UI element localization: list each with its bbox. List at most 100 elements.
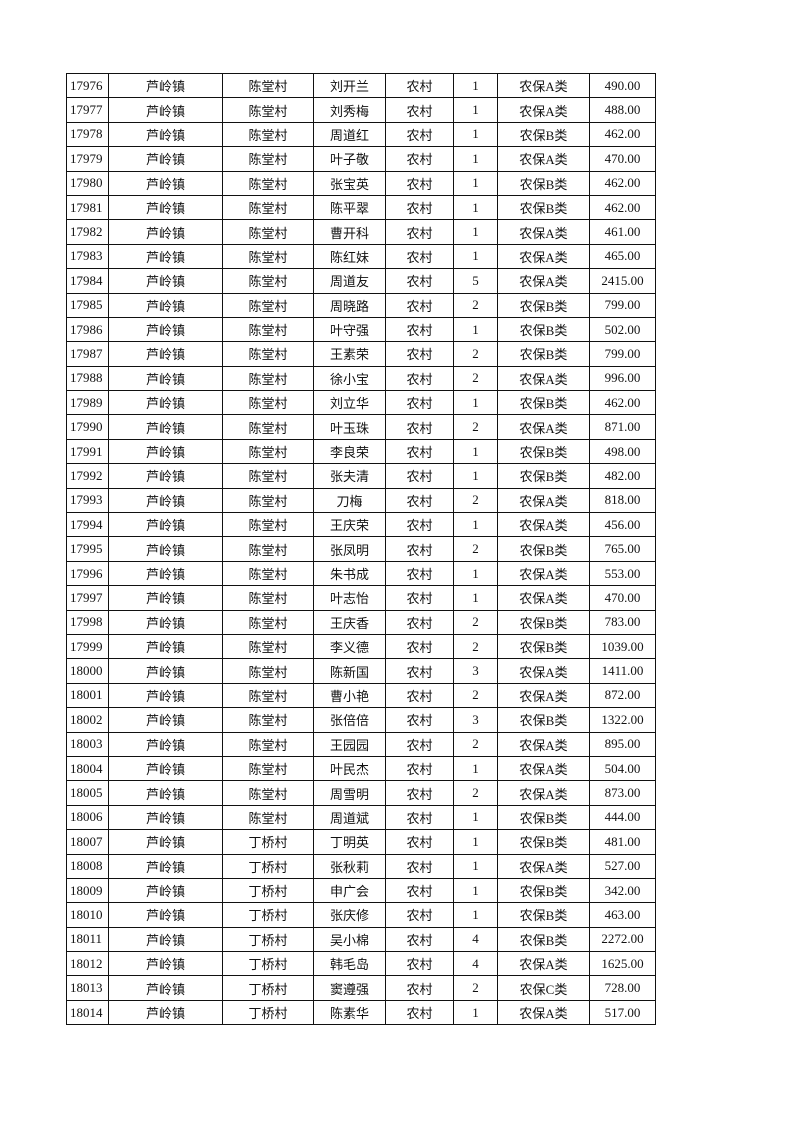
amount-cell: 482.00 [589, 463, 656, 489]
amount-cell: 462.00 [589, 390, 656, 416]
row-id-cell: 17989 [66, 390, 109, 416]
table-row: 18002 芦岭镇 陈堂村 张倍倍 农村 3 农保B类 1322.00 [66, 707, 656, 733]
town-cell: 芦岭镇 [108, 633, 223, 660]
table-row: 18010 芦岭镇 丁桥村 张庆修 农村 1 农保B类 463.00 [66, 902, 656, 928]
table-row: 17982 芦岭镇 陈堂村 曹开科 农村 1 农保A类 461.00 [66, 219, 656, 245]
insurance-category-cell: 农保B类 [497, 902, 590, 928]
table-row: 17984 芦岭镇 陈堂村 周道友 农村 5 农保A类 2415.00 [66, 268, 656, 294]
village-cell: 丁桥村 [222, 999, 314, 1026]
village-cell: 陈堂村 [222, 731, 314, 757]
town-cell: 芦岭镇 [108, 999, 223, 1026]
amount-cell: 502.00 [589, 316, 656, 343]
insurance-category-cell: 农保A类 [497, 999, 590, 1026]
village-cell: 陈堂村 [222, 707, 314, 733]
village-cell: 陈堂村 [222, 755, 314, 782]
insurance-category-cell: 农保B类 [497, 829, 590, 855]
name-cell: 刘开兰 [313, 72, 386, 99]
household-type-cell: 农村 [385, 390, 454, 416]
village-cell: 陈堂村 [222, 682, 314, 709]
name-cell: 张庆修 [313, 902, 386, 928]
table-row: 17977 芦岭镇 陈堂村 刘秀梅 农村 1 农保A类 488.00 [66, 97, 656, 123]
person-count-cell: 1 [453, 146, 498, 172]
row-id-cell: 18007 [66, 829, 109, 855]
household-type-cell: 农村 [385, 633, 454, 660]
town-cell: 芦岭镇 [108, 780, 223, 806]
name-cell: 吴小棉 [313, 926, 386, 953]
amount-cell: 456.00 [589, 512, 656, 538]
town-cell: 芦岭镇 [108, 658, 223, 684]
amount-cell: 470.00 [589, 146, 656, 172]
town-cell: 芦岭镇 [108, 682, 223, 709]
table-row: 17983 芦岭镇 陈堂村 陈红妹 农村 1 农保A类 465.00 [66, 243, 656, 270]
person-count-cell: 1 [453, 829, 498, 855]
insurance-category-cell: 农保A类 [497, 755, 590, 782]
row-id-cell: 17984 [66, 268, 109, 294]
household-type-cell: 农村 [385, 365, 454, 392]
person-count-cell: 1 [453, 804, 498, 831]
row-id-cell: 18014 [66, 999, 109, 1026]
row-id-cell: 18011 [66, 926, 109, 953]
table-row: 18006 芦岭镇 陈堂村 周道斌 农村 1 农保B类 444.00 [66, 804, 656, 831]
household-type-cell: 农村 [385, 121, 454, 148]
village-cell: 陈堂村 [222, 780, 314, 806]
name-cell: 叶玉珠 [313, 414, 386, 440]
town-cell: 芦岭镇 [108, 609, 223, 635]
village-cell: 陈堂村 [222, 97, 314, 123]
town-cell: 芦岭镇 [108, 975, 223, 1001]
village-cell: 陈堂村 [222, 316, 314, 343]
amount-cell: 461.00 [589, 219, 656, 245]
household-type-cell: 农村 [385, 268, 454, 294]
name-cell: 叶志怡 [313, 585, 386, 611]
table-row: 18000 芦岭镇 陈堂村 陈新国 农村 3 农保A类 1411.00 [66, 658, 656, 684]
table-row: 17979 芦岭镇 陈堂村 叶子敬 农村 1 农保A类 470.00 [66, 146, 656, 172]
insurance-category-cell: 农保B类 [497, 292, 590, 318]
village-cell: 陈堂村 [222, 585, 314, 611]
insurance-category-cell: 农保B类 [497, 316, 590, 343]
table-row: 18009 芦岭镇 丁桥村 申广会 农村 1 农保B类 342.00 [66, 877, 656, 904]
row-id-cell: 17998 [66, 609, 109, 635]
row-id-cell: 17987 [66, 341, 109, 367]
row-id-cell: 17986 [66, 316, 109, 343]
row-id-cell: 17997 [66, 585, 109, 611]
amount-cell: 873.00 [589, 780, 656, 806]
table-row: 17987 芦岭镇 陈堂村 王素荣 农村 2 农保B类 799.00 [66, 341, 656, 367]
name-cell: 曹小艳 [313, 682, 386, 709]
town-cell: 芦岭镇 [108, 585, 223, 611]
town-cell: 芦岭镇 [108, 877, 223, 904]
name-cell: 朱书成 [313, 560, 386, 587]
row-id-cell: 17978 [66, 121, 109, 148]
row-id-cell: 18004 [66, 755, 109, 782]
town-cell: 芦岭镇 [108, 97, 223, 123]
insurance-category-cell: 农保A类 [497, 780, 590, 806]
person-count-cell: 1 [453, 243, 498, 270]
name-cell: 陈素华 [313, 999, 386, 1026]
insurance-category-cell: 农保A类 [497, 72, 590, 99]
village-cell: 陈堂村 [222, 72, 314, 99]
person-count-cell: 2 [453, 536, 498, 562]
row-id-cell: 17995 [66, 536, 109, 562]
name-cell: 陈新国 [313, 658, 386, 684]
insurance-category-cell: 农保B类 [497, 804, 590, 831]
person-count-cell: 1 [453, 463, 498, 489]
town-cell: 芦岭镇 [108, 146, 223, 172]
household-type-cell: 农村 [385, 316, 454, 343]
town-cell: 芦岭镇 [108, 121, 223, 148]
amount-cell: 818.00 [589, 487, 656, 514]
village-cell: 陈堂村 [222, 365, 314, 392]
town-cell: 芦岭镇 [108, 926, 223, 953]
amount-cell: 895.00 [589, 731, 656, 757]
amount-cell: 462.00 [589, 121, 656, 148]
village-cell: 丁桥村 [222, 853, 314, 879]
town-cell: 芦岭镇 [108, 170, 223, 196]
household-type-cell: 农村 [385, 658, 454, 684]
row-id-cell: 18009 [66, 877, 109, 904]
amount-cell: 490.00 [589, 72, 656, 99]
town-cell: 芦岭镇 [108, 463, 223, 489]
village-cell: 陈堂村 [222, 609, 314, 635]
row-id-cell: 17976 [66, 72, 109, 99]
amount-cell: 527.00 [589, 853, 656, 879]
town-cell: 芦岭镇 [108, 731, 223, 757]
table-row: 18001 芦岭镇 陈堂村 曹小艳 农村 2 农保A类 872.00 [66, 682, 656, 709]
person-count-cell: 1 [453, 194, 498, 221]
table-row: 18008 芦岭镇 丁桥村 张秋莉 农村 1 农保A类 527.00 [66, 853, 656, 879]
